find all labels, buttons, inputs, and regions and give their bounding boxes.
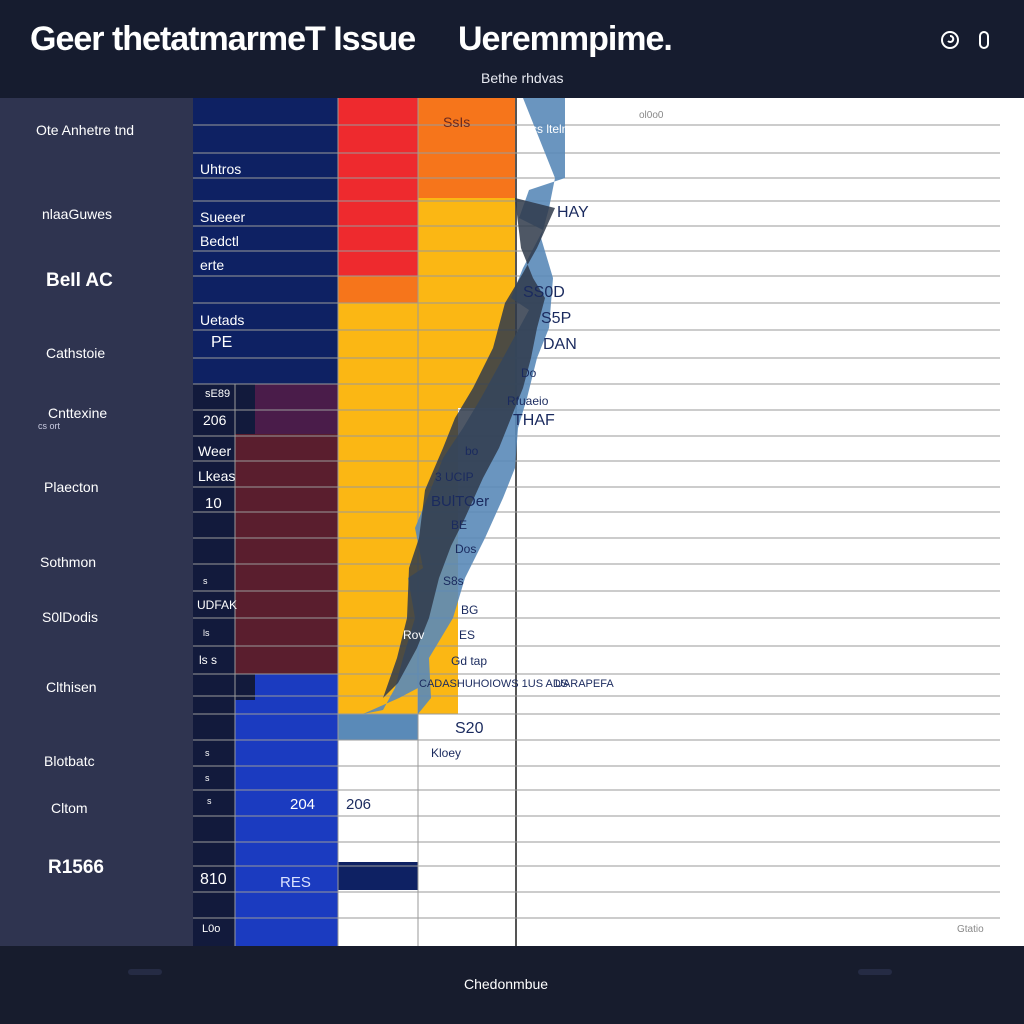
maroon-block <box>235 434 338 674</box>
footer-placeholder <box>128 969 162 975</box>
dark-terrain-shape <box>383 198 555 698</box>
row-label: s <box>203 576 208 586</box>
row-label: ls <box>203 628 210 638</box>
annotation: CADASHUHOIOWS 1US ADS <box>419 678 569 690</box>
annotation: DAN <box>543 336 577 353</box>
row-label: Weer <box>198 443 232 459</box>
row-label: s <box>207 796 212 806</box>
annotation: S8s <box>443 574 464 588</box>
sidebar-item-10[interactable]: Blotbatc <box>44 753 95 769</box>
row-label: ls s <box>199 653 217 667</box>
help-circle-icon[interactable] <box>940 30 960 50</box>
data-table-panel: Uhtros Sueeer Bedctl erte Uetads PE sE89… <box>193 98 1024 946</box>
row-label: Bedctl <box>200 233 239 249</box>
annotation: BE <box>451 518 468 532</box>
annotation: Rfuaeio <box>507 394 549 408</box>
blue-column-block <box>235 700 338 946</box>
row-label: 10 <box>205 495 222 512</box>
cell-value: SsIs <box>443 114 471 130</box>
table-grid <box>193 98 1000 946</box>
row-label: s <box>205 748 210 758</box>
annotation: BUlTOer <box>431 493 490 510</box>
sidebar-item-5[interactable]: Cnttexine <box>48 405 108 421</box>
cell-value: 204 <box>290 796 316 813</box>
sidebar-item-7[interactable]: Sothmon <box>40 554 97 570</box>
sidebar-item-11[interactable]: Cltom <box>51 800 88 816</box>
column-divider <box>515 98 517 946</box>
annotation: Gtatio <box>957 924 984 935</box>
annotation: ol0o0 <box>639 110 664 121</box>
sidebar: Ote Anhetre tnd nlaaGuwes BeIl AC Cathst… <box>0 98 193 946</box>
annotation: BG <box>461 603 479 617</box>
row-label: Uetads <box>200 312 245 328</box>
page-heading: Ueremmpime. <box>458 20 673 58</box>
sidebar-item-6[interactable]: Plaecton <box>44 479 99 495</box>
row-label: s <box>205 773 210 783</box>
steel-strip <box>338 714 418 740</box>
navy-cell <box>338 862 418 890</box>
row-label: Uhtros <box>200 161 242 177</box>
annotation: bo <box>465 444 479 458</box>
annotation: Rov <box>403 628 425 642</box>
row-label: 206 <box>203 412 227 428</box>
row-label: erte <box>200 257 225 273</box>
cell-value: RES <box>280 874 311 891</box>
orange-column-block <box>418 98 515 198</box>
row-label: sE89 <box>205 388 231 400</box>
row-label: UDFAK <box>197 598 238 612</box>
footer-placeholder <box>858 969 892 975</box>
footer-label[interactable]: Chedonmbue <box>464 976 549 992</box>
annotation: cs ltelne <box>531 122 576 136</box>
pill-menu-icon[interactable] <box>974 30 994 50</box>
annotation: Kloey <box>431 746 462 760</box>
sidebar-item-5-sub: cs ort <box>38 421 61 431</box>
page-subheading: Bethe rhdvas <box>481 70 564 86</box>
sidebar-item-2[interactable]: nlaaGuwes <box>42 206 113 222</box>
annotation: THAF <box>513 412 555 429</box>
app-title: Geer thetatmarmeT Issue <box>30 20 416 58</box>
sidebar-item-12[interactable]: R1566 <box>48 857 104 878</box>
navy-column-block <box>193 98 338 384</box>
annotation: UARAPEFA <box>555 678 614 690</box>
annotation: SS0D <box>523 284 565 301</box>
annotation: HAY <box>557 204 589 221</box>
sidebar-item-4[interactable]: Cathstoie <box>46 345 106 361</box>
annotation: Dos <box>455 542 477 556</box>
header-bar: Geer thetatmarmeT Issue Ueremmpime. Beth… <box>0 0 1024 98</box>
sidebar-item-3[interactable]: BeIl AC <box>46 270 113 291</box>
plum-block <box>255 384 338 434</box>
row-label: L0o <box>202 923 221 935</box>
footer-bar: Chedonmbue <box>0 946 1024 1024</box>
annotation: ES <box>459 628 476 642</box>
row-label: Lkeas <box>198 468 236 484</box>
row-label: Sueeer <box>200 209 246 225</box>
row-label: 810 <box>200 871 227 888</box>
annotation: Gd tap <box>451 654 488 668</box>
row-label: PE <box>211 334 233 351</box>
annotation: S20 <box>455 720 484 737</box>
cell-value: 206 <box>346 796 372 813</box>
sidebar-item-1[interactable]: Ote Anhetre tnd <box>36 122 135 138</box>
sidebar-item-9[interactable]: Clthisen <box>46 679 97 695</box>
sidebar-item-8[interactable]: S0lDodis <box>42 609 99 625</box>
annotation: Do <box>521 366 537 380</box>
annotation: S5P <box>541 310 572 327</box>
orange-strip <box>338 276 418 303</box>
annotation: 3 UCIP <box>435 470 474 484</box>
